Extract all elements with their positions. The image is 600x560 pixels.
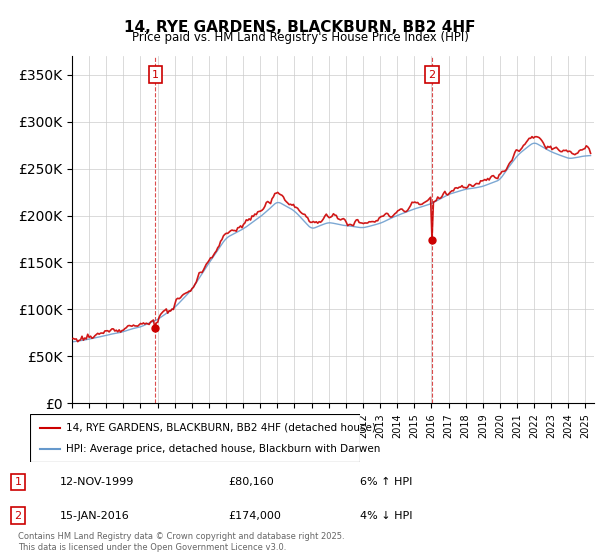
Text: £80,160: £80,160: [228, 477, 274, 487]
Text: 2: 2: [428, 70, 436, 80]
Text: 15-JAN-2016: 15-JAN-2016: [60, 511, 130, 521]
Text: 1: 1: [152, 70, 159, 80]
Text: 12-NOV-1999: 12-NOV-1999: [60, 477, 134, 487]
Text: Contains HM Land Registry data © Crown copyright and database right 2025.
This d: Contains HM Land Registry data © Crown c…: [18, 532, 344, 552]
Text: £174,000: £174,000: [228, 511, 281, 521]
Text: HPI: Average price, detached house, Blackburn with Darwen: HPI: Average price, detached house, Blac…: [67, 444, 380, 454]
Text: 2: 2: [14, 511, 22, 521]
Text: Price paid vs. HM Land Registry's House Price Index (HPI): Price paid vs. HM Land Registry's House …: [131, 31, 469, 44]
Text: 14, RYE GARDENS, BLACKBURN, BB2 4HF: 14, RYE GARDENS, BLACKBURN, BB2 4HF: [124, 20, 476, 35]
Text: 14, RYE GARDENS, BLACKBURN, BB2 4HF (detached house): 14, RYE GARDENS, BLACKBURN, BB2 4HF (det…: [67, 423, 376, 433]
Text: 4% ↓ HPI: 4% ↓ HPI: [360, 511, 413, 521]
Text: 6% ↑ HPI: 6% ↑ HPI: [360, 477, 412, 487]
FancyBboxPatch shape: [30, 414, 360, 462]
Text: 1: 1: [14, 477, 22, 487]
